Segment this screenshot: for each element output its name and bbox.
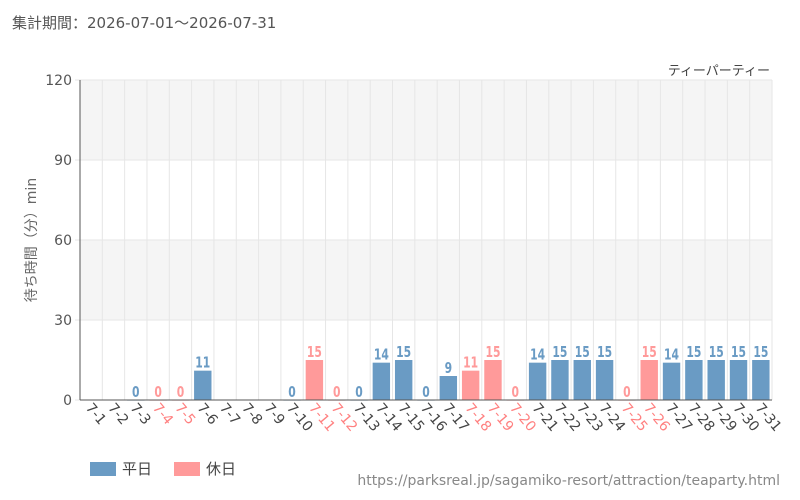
plot-band — [80, 160, 772, 240]
x-tick-label: 7-6 — [194, 400, 221, 428]
x-tick-label: 7-8 — [238, 400, 265, 428]
legend-swatch-weekday — [90, 461, 116, 476]
y-tick-label: 120 — [45, 73, 72, 89]
bar-value-label: 0 — [132, 384, 140, 401]
bar — [729, 360, 748, 400]
bar-value-label: 0 — [355, 384, 363, 401]
y-tick-label: 60 — [54, 233, 72, 249]
bar — [372, 362, 391, 400]
bar — [551, 360, 569, 400]
bar-value-label: 15 — [686, 344, 701, 361]
bar — [662, 362, 681, 400]
bar-value-label: 15 — [731, 344, 746, 361]
bar-value-label: 0 — [333, 384, 341, 401]
bar — [439, 376, 458, 400]
x-tick-label: 7-7 — [216, 400, 243, 428]
plot-band — [80, 240, 772, 320]
bar-value-label: 0 — [154, 384, 162, 401]
bar — [484, 360, 502, 400]
legend-swatch-holiday — [174, 461, 201, 476]
bar-value-label: 0 — [288, 384, 296, 401]
y-tick-label: 90 — [54, 153, 72, 169]
bar-value-label: 15 — [396, 344, 411, 361]
chart-title: ティーパーティー — [668, 64, 770, 79]
bar-value-label: 9 — [445, 360, 453, 377]
x-tick-label: 7-5 — [171, 400, 198, 428]
bar-value-label: 14 — [530, 347, 545, 364]
bar-value-label: 15 — [753, 344, 768, 361]
legend-label-holiday: 休日 — [206, 460, 237, 478]
bar-value-label: 15 — [485, 344, 500, 361]
bar — [461, 370, 480, 400]
y-axis-title: 待ち時間（分）min — [24, 178, 40, 302]
bar — [640, 360, 658, 400]
bar — [752, 360, 770, 400]
period-label: 集計期間：2026-07-01～2026-07-31 — [12, 14, 277, 32]
y-tick-label: 30 — [54, 313, 72, 329]
legend-label-weekday: 平日 — [122, 460, 153, 478]
bar-value-label: 0 — [177, 384, 185, 401]
bar-value-label: 15 — [307, 344, 322, 361]
legend-item-weekday: 平日 — [90, 458, 152, 479]
legend: 平日 休日 — [90, 458, 236, 479]
bar-value-label: 15 — [575, 344, 590, 361]
bar — [685, 360, 703, 400]
bars — [127, 360, 770, 401]
bar-value-label: 15 — [642, 344, 657, 361]
bar-value-label: 15 — [709, 344, 724, 361]
bar-value-label: 15 — [597, 344, 612, 361]
bar — [305, 360, 324, 400]
x-tick-label: 7-2 — [104, 400, 131, 428]
bar-value-label: 14 — [374, 347, 389, 364]
bar-value-label: 15 — [552, 344, 567, 361]
bar — [707, 360, 725, 400]
x-tick-label: 7-9 — [261, 400, 288, 428]
bar-value-label: 11 — [195, 355, 210, 372]
x-tick-label: 7-1 — [82, 400, 109, 428]
source-url: https://parksreal.jp/sagamiko-resort/att… — [357, 473, 780, 489]
bar-value-label: 0 — [623, 384, 631, 401]
x-tick-labels: 7-17-27-37-47-57-67-77-87-97-107-117-127… — [82, 400, 784, 435]
bar — [595, 360, 614, 400]
x-tick-label: 7-3 — [127, 400, 154, 428]
bar-value-label: 14 — [664, 347, 679, 364]
bar-value-label: 11 — [463, 355, 478, 372]
y-tick-label: 0 — [63, 393, 72, 409]
plot-band — [80, 80, 772, 160]
bar — [194, 370, 212, 400]
bar — [394, 360, 413, 400]
bar-value-label: 0 — [422, 384, 430, 401]
legend-item-holiday: 休日 — [174, 458, 236, 479]
x-tick-label: 7-4 — [149, 400, 176, 428]
bar-value-label: 0 — [512, 384, 520, 401]
y-tick-labels: 0 30 60 90 120 — [45, 73, 72, 409]
bar — [573, 360, 591, 400]
bar — [528, 362, 547, 400]
